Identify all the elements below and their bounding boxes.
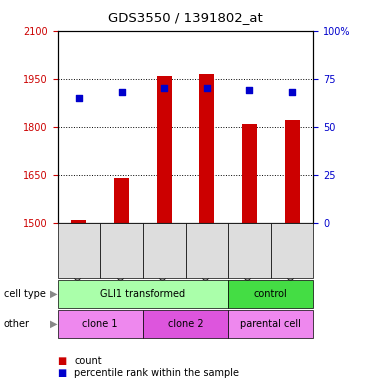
Bar (285, 120, 300, 223)
Text: count: count (74, 356, 102, 366)
Point (76, 95, 82, 101)
Point (247, 87, 253, 93)
Point (161, 85, 167, 91)
Text: control: control (254, 289, 288, 299)
Text: parental cell: parental cell (240, 319, 301, 329)
Point (289, 89, 295, 95)
Point (119, 89, 125, 95)
Bar (71, 220, 86, 223)
Text: ■: ■ (58, 368, 67, 378)
Bar (199, 74, 214, 223)
Text: other: other (4, 319, 30, 329)
Text: ■: ■ (58, 356, 67, 366)
Text: GDS3550 / 1391802_at: GDS3550 / 1391802_at (108, 11, 263, 24)
Text: clone 2: clone 2 (168, 319, 203, 329)
Text: ▶: ▶ (50, 319, 58, 329)
Text: GLI1 transformed: GLI1 transformed (100, 289, 186, 299)
Text: cell type: cell type (4, 289, 46, 299)
Bar (114, 178, 129, 223)
Bar (242, 124, 257, 223)
Text: clone 1: clone 1 (82, 319, 118, 329)
Text: ▶: ▶ (50, 289, 58, 299)
Text: percentile rank within the sample: percentile rank within the sample (74, 368, 239, 378)
Point (204, 85, 210, 91)
Bar (157, 76, 172, 223)
